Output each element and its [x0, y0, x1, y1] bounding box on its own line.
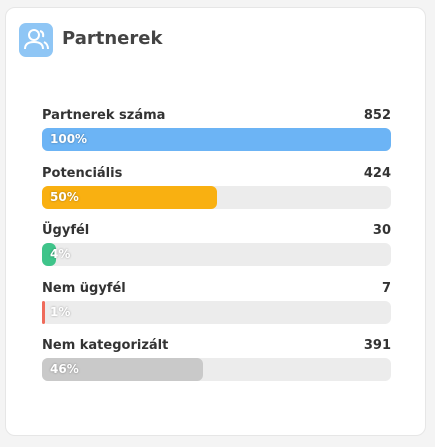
row-count: 7	[381, 280, 391, 296]
percent-label: 46%	[50, 362, 79, 376]
stat-row: Nem kategorizált 391 46%	[42, 338, 391, 386]
bar-track: 1%	[42, 300, 391, 324]
row-label: Partnerek száma	[42, 108, 166, 123]
row-label: Potenciális	[42, 165, 123, 181]
row-label: Nem kategorizált	[42, 338, 169, 353]
bar-fill	[42, 243, 56, 266]
row-count: 391	[363, 338, 391, 353]
bar-fill	[42, 185, 217, 209]
stat-row: Partnerek száma 852 100%	[42, 108, 391, 156]
bar-fill	[42, 128, 391, 151]
percent-label: 50%	[50, 189, 79, 204]
stat-row: Nem ügyfél 7 1%	[42, 281, 391, 329]
partner-icon	[19, 23, 53, 57]
row-count: 852	[363, 108, 391, 123]
icon-graphic	[24, 29, 49, 50]
row-count: 30	[372, 223, 391, 238]
row-count: 424	[363, 165, 391, 181]
bar-track: 4%	[42, 243, 391, 266]
percent-label: 100%	[50, 132, 88, 146]
card-title: Partnerek	[62, 28, 163, 49]
bar-track: 50%	[42, 185, 391, 209]
stat-row: Potenciális 424 50%	[42, 166, 391, 214]
card: Partnerek Partnerek száma 852 100% Potenciá…	[5, 7, 426, 436]
bar-fill	[42, 300, 46, 324]
row-label: Ügyfél	[42, 223, 90, 238]
row-label: Nem ügyfél	[42, 280, 126, 296]
bar-track: 100%	[42, 128, 391, 151]
bar-fill	[42, 358, 203, 381]
percent-label: 4%	[50, 247, 71, 261]
bar-track: 46%	[42, 358, 391, 381]
percent-label: 1%	[50, 304, 71, 319]
stat-row: Ügyfél 30 4%	[42, 223, 391, 271]
